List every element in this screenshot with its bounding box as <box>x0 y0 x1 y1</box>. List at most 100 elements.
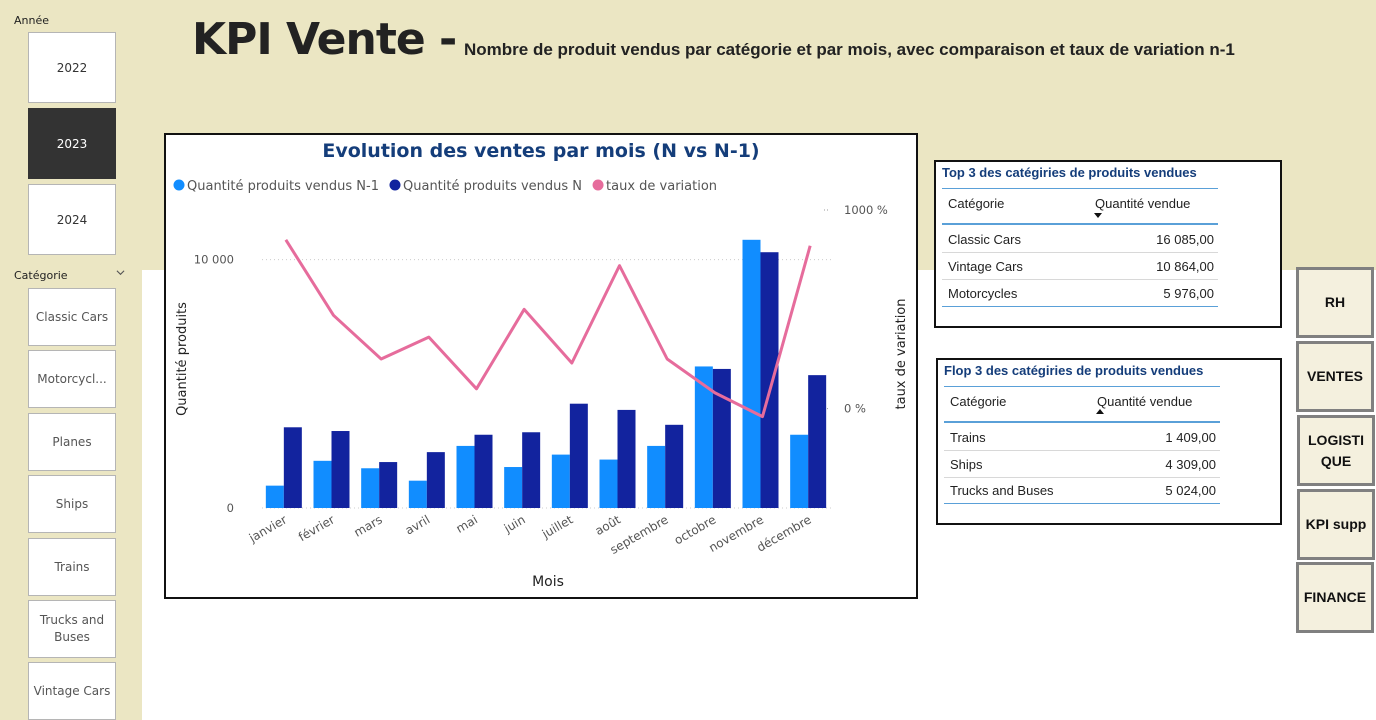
sales-chart-svg: Evolution des ventes par mois (N vs N-1)… <box>173 140 909 590</box>
bar <box>742 239 761 509</box>
table-cell-category: Trucks and Buses <box>950 483 1054 498</box>
table-row: Ships 4 309,00 <box>944 451 1220 478</box>
x-tick-label: mai <box>454 512 480 535</box>
bar <box>647 445 666 508</box>
x-tick-label: mars <box>351 512 384 539</box>
sort-descending-icon[interactable] <box>1094 213 1102 218</box>
bar <box>790 434 809 508</box>
bar <box>694 366 713 508</box>
table-row: Trucks and Buses 5 024,00 <box>944 477 1220 504</box>
category-trucks-buses-button[interactable]: Trucks and Buses <box>28 600 116 658</box>
bar <box>408 480 427 508</box>
x-tick-label: février <box>296 512 337 544</box>
nav-rh-button[interactable]: RH <box>1296 267 1374 338</box>
legend-marker <box>389 179 401 191</box>
chevron-down-icon[interactable] <box>116 268 125 277</box>
bar <box>331 431 350 508</box>
x-tick-label: janvier <box>246 512 289 545</box>
y-tick-label: 0 <box>227 501 234 515</box>
table-cell-quantity: 5 976,00 <box>1163 286 1214 301</box>
category-slicer-label: Catégorie <box>14 269 68 282</box>
variation-line <box>284 238 812 419</box>
bar <box>760 252 779 508</box>
bar <box>712 368 731 508</box>
year-2024-button[interactable]: 2024 <box>28 184 116 255</box>
table-row: Classic Cars 16 085,00 <box>942 226 1218 253</box>
category-trains-button[interactable]: Trains <box>28 538 116 596</box>
y-tick-label: 10 000 <box>194 253 234 267</box>
legend-label: Quantité produits vendus N-1 <box>187 179 379 194</box>
bar <box>808 375 827 508</box>
bar <box>379 462 398 508</box>
category-classic-cars-button[interactable]: Classic Cars <box>28 288 116 346</box>
bar <box>361 468 380 508</box>
table-cell-category: Ships <box>950 457 983 472</box>
legend-marker <box>173 179 185 191</box>
table-cell-category: Trains <box>950 430 986 445</box>
y2-tick-label: 1000 % <box>844 203 888 217</box>
bar <box>313 460 332 508</box>
y2-tick-label: 0 % <box>844 402 866 416</box>
flop3-table-title: Flop 3 des catégiries de produits vendue… <box>944 363 1204 378</box>
legend-label: taux de variation <box>606 179 717 194</box>
x-tick-label: août <box>593 512 624 538</box>
year-2023-button[interactable]: 2023 <box>28 108 116 179</box>
legend-label: Quantité produits vendus N <box>403 179 582 194</box>
bar <box>599 459 618 508</box>
category-ships-button[interactable]: Ships <box>28 475 116 533</box>
category-motorcycles-button[interactable]: Motorcycl... <box>28 350 116 408</box>
nav-logistique-button[interactable]: LOGISTI QUE <box>1297 415 1375 486</box>
top3-header-quantity[interactable]: Quantité vendue <box>1095 196 1191 211</box>
x-tick-label: juillet <box>539 512 576 541</box>
table-cell-category: Vintage Cars <box>948 259 1023 274</box>
table-cell-quantity: 1 409,00 <box>1165 430 1216 445</box>
bar <box>665 424 684 508</box>
page-title: KPI Vente - <box>192 14 457 65</box>
top3-table-title: Top 3 des catégiries de produits vendues <box>942 165 1197 180</box>
bar <box>522 432 541 508</box>
x-axis-title: Mois <box>532 574 564 590</box>
x-tick-label: décembre <box>754 512 813 554</box>
year-slicer-label: Année <box>14 14 50 27</box>
table-cell-quantity: 4 309,00 <box>1165 457 1216 472</box>
top3-table-header: Catégorie Quantité vendue <box>942 188 1218 225</box>
bar <box>474 434 493 508</box>
table-cell-quantity: 16 085,00 <box>1156 232 1214 247</box>
sort-ascending-icon[interactable] <box>1096 409 1104 414</box>
bar <box>283 427 302 508</box>
bar <box>426 452 445 508</box>
bar <box>569 403 588 508</box>
table-cell-category: Motorcycles <box>948 286 1018 301</box>
category-planes-button[interactable]: Planes <box>28 413 116 471</box>
table-cell-category: Classic Cars <box>948 232 1021 247</box>
top3-header-category[interactable]: Catégorie <box>948 196 1005 211</box>
x-tick-label: avril <box>403 512 433 537</box>
table-row: Trains 1 409,00 <box>944 424 1220 451</box>
table-row: Motorcycles 5 976,00 <box>942 280 1218 307</box>
flop3-header-quantity[interactable]: Quantité vendue <box>1097 394 1193 409</box>
table-cell-quantity: 10 864,00 <box>1156 259 1214 274</box>
table-row: Vintage Cars 10 864,00 <box>942 253 1218 280</box>
y2-axis-title: taux de variation <box>894 299 909 410</box>
bar <box>265 485 284 508</box>
y-axis-title: Quantité produits <box>175 302 190 416</box>
chart-title: Evolution des ventes par mois (N vs N-1) <box>322 140 759 162</box>
bar <box>617 409 636 508</box>
flop3-header-category[interactable]: Catégorie <box>950 394 1007 409</box>
nav-finance-button[interactable]: FINANCE <box>1296 562 1374 633</box>
flop3-table: Flop 3 des catégiries de produits vendue… <box>936 358 1282 525</box>
bar <box>551 454 570 508</box>
nav-kpi-supp-button[interactable]: KPI supp <box>1297 489 1375 560</box>
sales-chart: Evolution des ventes par mois (N vs N-1)… <box>164 133 918 599</box>
x-tick-label: juin <box>501 512 528 536</box>
top3-table: Top 3 des catégiries de produits vendues… <box>934 160 1282 328</box>
year-2022-button[interactable]: 2022 <box>28 32 116 103</box>
legend-marker <box>592 179 604 191</box>
bar <box>456 445 475 508</box>
bar <box>504 467 523 508</box>
flop3-table-header: Catégorie Quantité vendue <box>944 386 1220 423</box>
nav-ventes-button[interactable]: VENTES <box>1296 341 1374 412</box>
page-subtitle: Nombre de produit vendus par catégorie e… <box>464 40 1235 59</box>
category-vintage-cars-button[interactable]: Vintage Cars <box>28 662 116 720</box>
table-cell-quantity: 5 024,00 <box>1165 483 1216 498</box>
